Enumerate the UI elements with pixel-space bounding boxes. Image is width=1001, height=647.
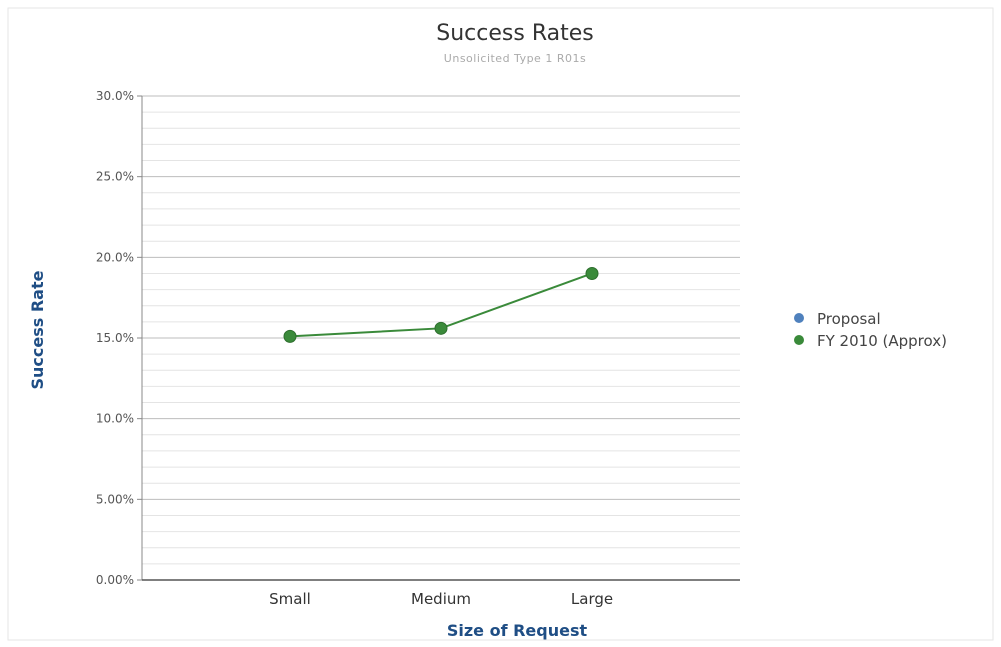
legend-label-proposal: Proposal <box>817 310 881 328</box>
legend: Proposal FY 2010 (Approx) <box>794 310 947 350</box>
grid-layer <box>142 95 740 565</box>
legend-label-fy2010: FY 2010 (Approx) <box>817 332 947 350</box>
y-tick-label: 10.0% <box>96 412 134 426</box>
x-axis-title: Size of Request <box>447 621 588 640</box>
y-tick-label: 20.0% <box>96 250 134 264</box>
data-point[interactable] <box>434 321 448 335</box>
x-tick-label: Small <box>269 590 311 608</box>
legend-item-proposal[interactable]: Proposal <box>794 310 881 328</box>
y-axis-title: Success Rate <box>28 270 47 389</box>
x-tick-labels: Small Medium Large <box>269 590 613 608</box>
x-tick-label: Medium <box>411 590 471 608</box>
x-tick-label: Large <box>571 590 613 608</box>
data-point[interactable] <box>585 266 599 280</box>
chart-subtitle: Unsolicited Type 1 R01s <box>444 52 586 65</box>
legend-marker-fy2010 <box>794 335 804 345</box>
y-tick-labels: 0.00% 5.00% 10.0% 15.0% 20.0% 25.0% 30.0% <box>96 89 134 587</box>
chart-border <box>7 7 994 641</box>
legend-item-fy2010[interactable]: FY 2010 (Approx) <box>794 332 947 350</box>
y-tick-label: 0.00% <box>96 573 134 587</box>
y-tick-label: 25.0% <box>96 170 134 184</box>
data-point[interactable] <box>283 329 297 343</box>
y-tick-label: 5.00% <box>96 492 134 506</box>
legend-marker-proposal <box>794 313 804 323</box>
y-tick-label: 15.0% <box>96 331 134 345</box>
axis-layer <box>137 95 740 581</box>
y-tick-label: 30.0% <box>96 89 134 103</box>
chart-title: Success Rates <box>436 21 593 46</box>
series-layer <box>283 266 599 343</box>
